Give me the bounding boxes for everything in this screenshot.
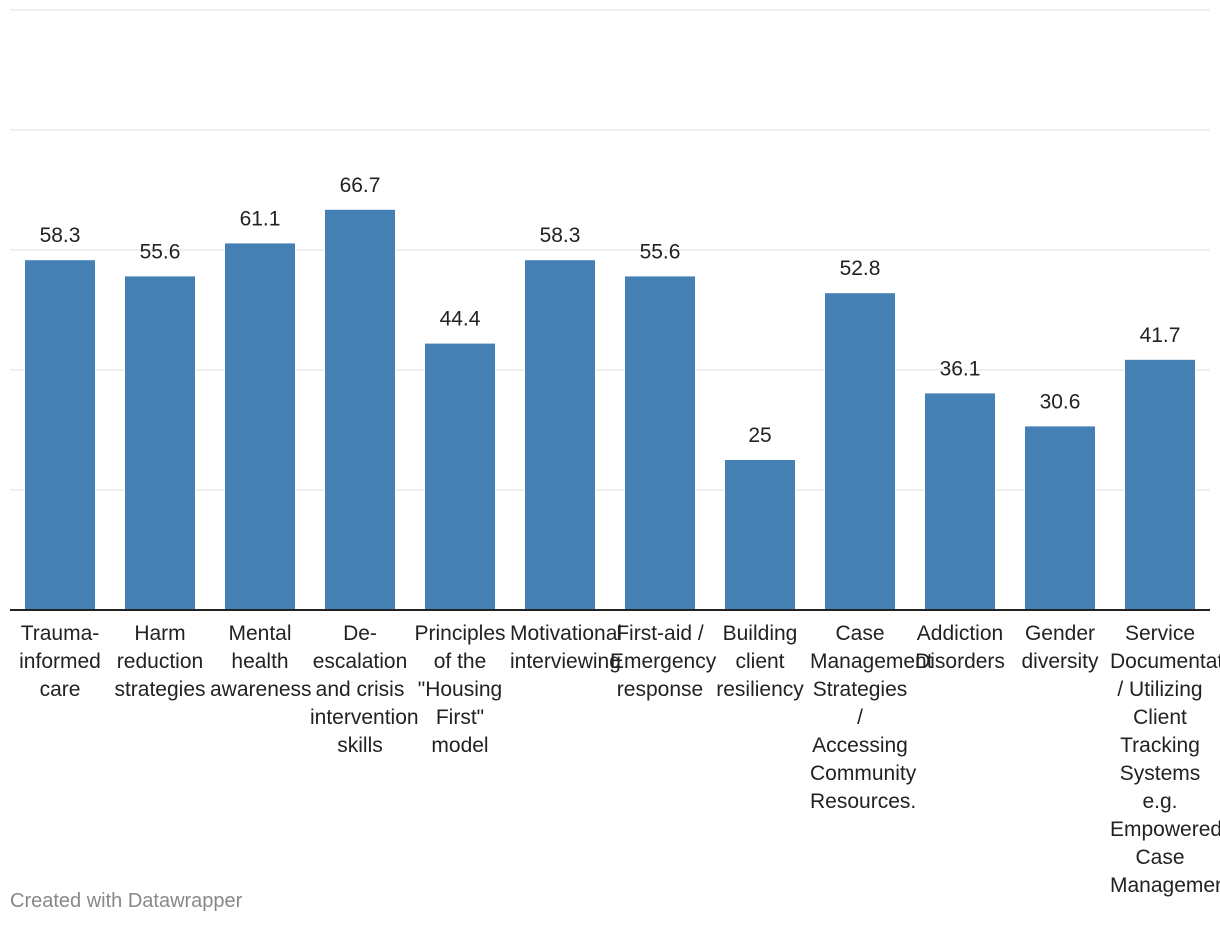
value-label: 44.4 <box>440 308 481 331</box>
bar <box>925 393 995 610</box>
x-tick-label: De-escalation and crisis intervention sk… <box>310 622 419 757</box>
x-tick-label: Case Management Strategies / Accessing C… <box>810 622 933 813</box>
footer: Created with Datawrapper <box>10 890 243 912</box>
value-label: 36.1 <box>940 357 981 380</box>
x-tick-label: Building client resiliency <box>716 622 804 701</box>
value-label: 61.1 <box>240 207 281 230</box>
bar <box>725 460 795 610</box>
x-tick-label: First-aid / Emergency response <box>610 622 717 701</box>
value-label: 66.7 <box>340 174 381 197</box>
value-label: 58.3 <box>40 224 81 247</box>
value-label: 55.6 <box>640 240 681 263</box>
value-label: 41.7 <box>1140 324 1181 347</box>
x-tick-label: Gender diversity <box>1021 622 1099 673</box>
bar <box>125 276 195 610</box>
bar <box>25 260 95 610</box>
bar <box>325 209 395 611</box>
value-label: 55.6 <box>140 240 181 263</box>
x-tick-label: Mental health awareness <box>210 622 312 701</box>
x-tick-label: Service Documentation / Utilizing Client… <box>1110 622 1220 897</box>
x-tick-label: Motivational interviewing <box>510 622 623 673</box>
bar <box>1125 359 1195 610</box>
bar <box>425 343 495 610</box>
bar <box>1025 426 1095 610</box>
x-tick-label: Trauma-informed care <box>19 622 101 701</box>
x-tick-label: Principles of the "Housing First" model <box>414 622 506 757</box>
bar <box>525 260 595 610</box>
bar <box>825 293 895 610</box>
x-tick-label: Addiction Disorders <box>915 622 1005 673</box>
value-label: 30.6 <box>1040 390 1081 413</box>
value-label: 25 <box>748 424 771 447</box>
bar <box>225 243 295 610</box>
x-tick-label: Harm reduction strategies <box>114 622 206 701</box>
value-label: 58.3 <box>540 224 581 247</box>
bar <box>625 276 695 610</box>
value-label: 52.8 <box>840 257 881 280</box>
